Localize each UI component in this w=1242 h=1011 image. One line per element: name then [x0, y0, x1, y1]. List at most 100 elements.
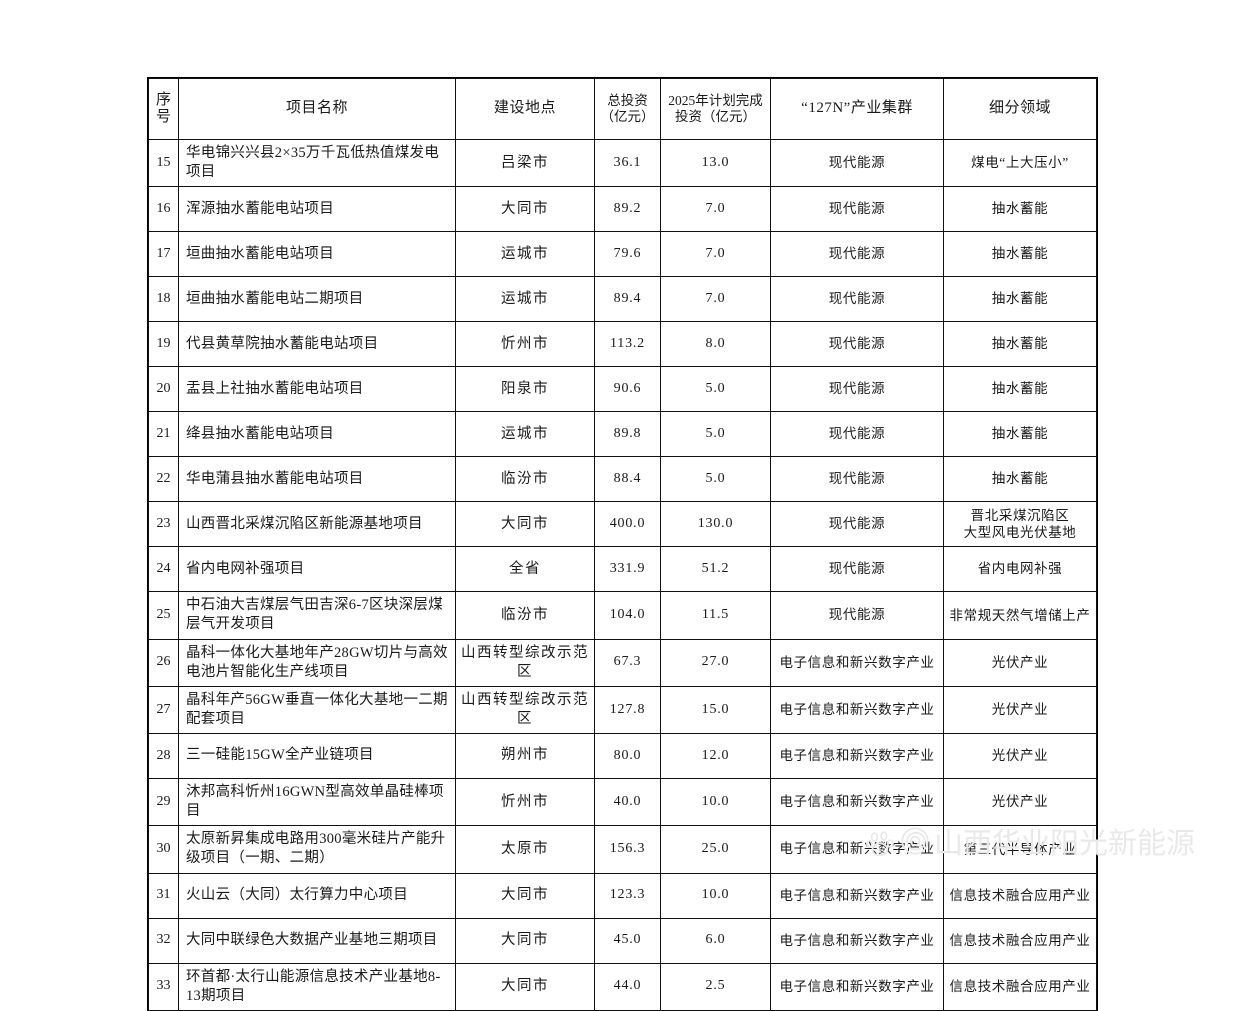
cell-planned-investment: 8.0: [660, 321, 771, 368]
cell-planned-investment: 12.0: [660, 733, 771, 779]
cell-planned-investment: 27.0: [660, 638, 771, 687]
cell-planned-investment: 7.0: [660, 186, 771, 233]
cell-sequence: 27: [148, 685, 179, 735]
cell-project-name: 晶科一体化大基地年产28GW切片与高效电池片智能化生产线项目: [178, 638, 456, 687]
cell-sequence: 17: [148, 231, 179, 278]
cell-total-investment: 36.1: [594, 138, 661, 188]
investment-project-table: 序 号 项目名称 建设地点 总投资 （亿元） 2025年计划完成 投资（亿元） …: [147, 77, 1098, 1011]
header-plan-line2: 投资（亿元）: [675, 109, 756, 124]
cell-subdivision-field: 信息技术融合应用产业: [943, 872, 1097, 919]
cell-total-investment: 88.4: [594, 456, 661, 503]
cell-sequence: 25: [148, 591, 179, 640]
header-total-line2: （亿元）: [600, 109, 655, 124]
cell-planned-investment: 15.0: [660, 685, 771, 735]
watermark: du 山西华业阳光新能源: [866, 826, 1195, 862]
cell-location: 运城市: [455, 276, 595, 323]
baidu-paw-icon: du: [866, 829, 896, 859]
cell-subdivision-field: 光伏产业: [943, 638, 1097, 687]
cell-total-investment: 113.2: [594, 321, 661, 368]
table-row: 27 晶科年产56GW垂直一体化大基地一二期配套项目 山西转型综改示范区 127.8 1…: [148, 685, 1097, 735]
cell-sequence: 15: [148, 138, 179, 188]
cell-subdivision-field: 非常规天然气增储上产: [943, 591, 1097, 640]
cell-planned-investment: 130.0: [660, 501, 771, 548]
cell-sequence: 30: [148, 825, 179, 874]
cell-location: 大同市: [455, 186, 595, 233]
table-body: 15 华电锦兴兴县2×35万千瓦低热值煤发电项目 吕梁市 36.1 13.0 现代能源 煤电…: [148, 138, 1097, 1011]
cell-project-name: 垣曲抽水蓄能电站项目: [178, 231, 456, 278]
cell-industry-cluster: 电子信息和新兴数字产业: [770, 685, 944, 735]
table-row: 17 垣曲抽水蓄能电站项目 运城市 79.6 7.0 现代能源 抽水蓄能: [148, 231, 1097, 278]
cell-total-investment: 79.6: [594, 231, 661, 278]
table-row: 23 山西晋北采煤沉陷区新能源基地项目 大同市 400.0 130.0 现代能源 晋北采煤沉…: [148, 501, 1097, 548]
cell-total-investment: 80.0: [594, 733, 661, 779]
cell-location: 山西转型综改示范区: [455, 685, 595, 735]
cell-project-name: 火山云（大同）太行算力中心项目: [178, 872, 456, 919]
cell-industry-cluster: 现代能源: [770, 366, 944, 413]
cell-location: 大同市: [455, 501, 595, 548]
table-header: 序 号 项目名称 建设地点 总投资 （亿元） 2025年计划完成 投资（亿元） …: [148, 78, 1097, 140]
cell-planned-investment: 13.0: [660, 138, 771, 188]
cell-location: 全省: [455, 546, 595, 593]
cell-sequence: 18: [148, 276, 179, 323]
cell-location: 运城市: [455, 231, 595, 278]
cell-total-investment: 89.8: [594, 411, 661, 458]
table-row: 26 晶科一体化大基地年产28GW切片与高效电池片智能化生产线项目 山西转型综改示范…: [148, 638, 1097, 687]
cell-project-name: 晶科年产56GW垂直一体化大基地一二期配套项目: [178, 685, 456, 735]
table-row: 19 代县黄草院抽水蓄能电站项目 忻州市 113.2 8.0 现代能源 抽水蓄能: [148, 321, 1097, 368]
cell-project-name: 省内电网补强项目: [178, 546, 456, 593]
cell-project-name: 沐邦高科忻州16GWN型高效单晶硅棒项目: [178, 777, 456, 827]
cell-industry-cluster: 现代能源: [770, 138, 944, 188]
cell-location: 太原市: [455, 825, 595, 874]
cell-project-name: 华电蒲县抽水蓄能电站项目: [178, 456, 456, 503]
cell-location: 大同市: [455, 962, 595, 1011]
svg-text:du: du: [876, 848, 884, 855]
cell-industry-cluster: 现代能源: [770, 546, 944, 593]
cell-planned-investment: 10.0: [660, 872, 771, 919]
cell-total-investment: 67.3: [594, 638, 661, 687]
header-seq-line2: 号: [155, 109, 171, 125]
cell-industry-cluster: 现代能源: [770, 411, 944, 458]
cell-sequence: 24: [148, 546, 179, 593]
table-row: 30 太原新昇集成电路用300毫米硅片产能升级项目（一期、二期） 太原市 156.3 2…: [148, 825, 1097, 874]
cell-industry-cluster: 现代能源: [770, 321, 944, 368]
cell-industry-cluster: 电子信息和新兴数字产业: [770, 872, 944, 919]
cell-sequence: 20: [148, 366, 179, 413]
cell-total-investment: 89.2: [594, 186, 661, 233]
table-row: 22 华电蒲县抽水蓄能电站项目 临汾市 88.4 5.0 现代能源 抽水蓄能: [148, 456, 1097, 503]
table-row: 15 华电锦兴兴县2×35万千瓦低热值煤发电项目 吕梁市 36.1 13.0 现代能源 煤电…: [148, 138, 1097, 188]
cell-planned-investment: 10.0: [660, 777, 771, 827]
watermark-text: 山西华业阳光新能源: [934, 827, 1196, 860]
cell-subdivision-field: 第三代半导体产业: [943, 825, 1097, 874]
column-header-industry-cluster: “127N”产业集群: [770, 78, 944, 140]
cell-project-name: 太原新昇集成电路用300毫米硅片产能升级项目（一期、二期）: [178, 825, 456, 874]
cell-location: 忻州市: [455, 777, 595, 827]
cell-subdivision-field: 信息技术融合应用产业: [943, 917, 1097, 964]
cell-planned-investment: 5.0: [660, 456, 771, 503]
cell-project-name: 山西晋北采煤沉陷区新能源基地项目: [178, 501, 456, 548]
cell-subdivision-field: 光伏产业: [943, 685, 1097, 735]
cell-project-name: 盂县上社抽水蓄能电站项目: [178, 366, 456, 413]
project-table-container: 序 号 项目名称 建设地点 总投资 （亿元） 2025年计划完成 投资（亿元） …: [147, 77, 1098, 1011]
column-header-project-name: 项目名称: [178, 78, 456, 140]
cell-planned-investment: 25.0: [660, 825, 771, 874]
cell-industry-cluster: 电子信息和新兴数字产业: [770, 638, 944, 687]
cell-subdivision-field: 煤电“上大压小”: [943, 138, 1097, 188]
cell-total-investment: 89.4: [594, 276, 661, 323]
cell-sequence: 33: [148, 962, 179, 1011]
cell-total-investment: 123.3: [594, 872, 661, 919]
cell-subdivision-field: 抽水蓄能: [943, 411, 1097, 458]
cell-planned-investment: 5.0: [660, 366, 771, 413]
cell-industry-cluster: 现代能源: [770, 276, 944, 323]
cell-total-investment: 40.0: [594, 777, 661, 827]
cell-location: 大同市: [455, 917, 595, 964]
cell-location: 山西转型综改示范区: [455, 638, 595, 687]
cell-subdivision-field: 抽水蓄能: [943, 366, 1097, 413]
table-row: 29 沐邦高科忻州16GWN型高效单晶硅棒项目 忻州市 40.0 10.0 电子信息和新兴…: [148, 777, 1097, 827]
cell-location: 临汾市: [455, 456, 595, 503]
cell-total-investment: 400.0: [594, 501, 661, 548]
cell-subdivision-field: 抽水蓄能: [943, 231, 1097, 278]
cell-industry-cluster: 电子信息和新兴数字产业: [770, 777, 944, 827]
cell-project-name: 三一硅能15GW全产业链项目: [178, 733, 456, 779]
header-total-line1: 总投资: [607, 93, 648, 109]
table-row: 24 省内电网补强项目 全省 331.9 51.2 现代能源 省内电网补强: [148, 546, 1097, 593]
